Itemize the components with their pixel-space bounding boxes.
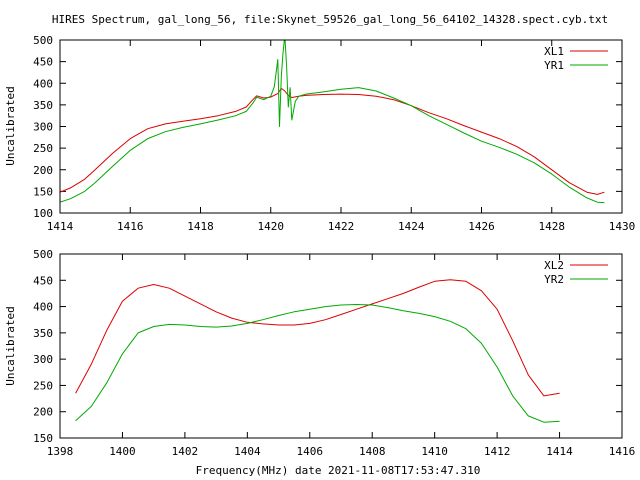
legend-label-xl2: XL2 [544,259,564,272]
x-tick-label: 1418 [187,220,214,233]
x-tick-label: 1422 [328,220,355,233]
y-tick-label: 450 [33,56,53,69]
series-line-xl1 [60,87,605,195]
y-tick-label: 100 [33,207,53,220]
y-tick-label: 450 [33,274,53,287]
series-line-yr1 [60,40,605,204]
x-tick-label: 1398 [47,445,74,458]
y-tick-label: 350 [33,327,53,340]
y-tick-label: 500 [33,248,53,261]
y-tick-label: 300 [33,121,53,134]
x-tick-label: 1428 [539,220,566,233]
x-tick-label: 1414 [546,445,573,458]
y-tick-label: 200 [33,164,53,177]
y-tick-label: 500 [33,34,53,47]
top-spectrum-panel: Uncalibrated 1414 1416 1418 1420 1422 1424 1426… [4,34,635,233]
x-tick-label: 1416 [609,445,636,458]
x-tick-label: 1410 [421,445,448,458]
x-tick-label: 1400 [109,445,136,458]
chart-title: HIRES Spectrum, gal_long_56, file:Skynet… [52,13,608,26]
x-tick-label: 1430 [609,220,636,233]
y-tick-label: 300 [33,353,53,366]
y-axis-label: Uncalibrated [4,306,17,385]
series-line-yr2 [75,304,560,423]
y-tick-label: 150 [33,185,53,198]
y-tick-label: 350 [33,99,53,112]
y-axis-label: Uncalibrated [4,86,17,165]
y-tick-label: 400 [33,301,53,314]
y-tick-label: 250 [33,379,53,392]
x-tick-label: 1408 [359,445,386,458]
x-axis-label: Frequency(MHz) date 2021-11-08T17:53:47.… [196,464,481,477]
x-tick-label: 1420 [258,220,285,233]
series-line-xl2 [75,279,560,397]
legend-label-xl1: XL1 [544,45,564,58]
plot-frame [59,253,623,439]
x-tick-label: 1424 [398,220,425,233]
legend-label-yr1: YR1 [544,59,564,72]
x-tick-label: 1412 [484,445,511,458]
y-tick-label: 250 [33,142,53,155]
y-tick-label: 400 [33,77,53,90]
x-tick-label: 1404 [234,445,261,458]
x-tick-label: 1416 [117,220,144,233]
x-tick-label: 1402 [172,445,199,458]
x-tick-label: 1414 [47,220,74,233]
y-tick-label: 200 [33,406,53,419]
y-tick-label: 150 [33,432,53,445]
bottom-spectrum-panel: Uncalibrated 1398 1400 1402 1404 1406 1408 1410… [4,248,635,458]
x-tick-label: 1406 [297,445,324,458]
plot-frame [59,39,623,214]
x-tick-label: 1426 [468,220,495,233]
legend-label-yr2: YR2 [544,273,564,286]
